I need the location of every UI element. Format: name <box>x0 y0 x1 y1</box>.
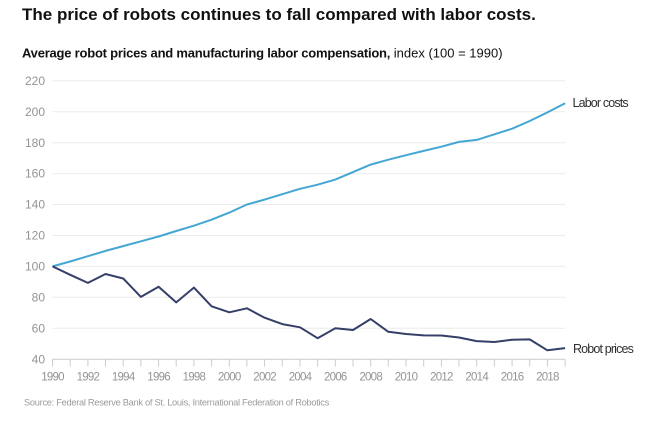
svg-text:Labor costs: Labor costs <box>573 96 629 110</box>
svg-text:2012: 2012 <box>430 372 453 384</box>
svg-text:2004: 2004 <box>289 372 313 384</box>
svg-text:2006: 2006 <box>324 372 347 384</box>
svg-text:The price of robots continues: The price of robots continues to fall co… <box>22 5 536 24</box>
svg-text:180: 180 <box>25 136 45 150</box>
svg-text:2000: 2000 <box>218 372 241 384</box>
svg-text:220: 220 <box>25 74 45 88</box>
svg-text:Robot prices: Robot prices <box>573 342 634 356</box>
svg-text:40: 40 <box>32 352 46 366</box>
svg-text:1994: 1994 <box>112 372 136 384</box>
svg-text:60: 60 <box>32 321 46 335</box>
svg-text:120: 120 <box>25 229 45 243</box>
svg-text:2014: 2014 <box>465 372 489 384</box>
svg-text:Average robot prices and manuf: Average robot prices and manufacturing l… <box>22 46 503 61</box>
svg-text:2018: 2018 <box>536 372 559 384</box>
svg-text:2016: 2016 <box>501 372 524 384</box>
svg-text:2010: 2010 <box>395 372 418 384</box>
svg-text:200: 200 <box>25 105 45 119</box>
svg-text:160: 160 <box>25 167 45 181</box>
svg-text:140: 140 <box>25 198 45 212</box>
svg-text:1992: 1992 <box>77 372 100 384</box>
svg-text:2008: 2008 <box>359 372 382 384</box>
svg-text:1990: 1990 <box>41 372 64 384</box>
svg-text:80: 80 <box>32 290 46 304</box>
svg-text:100: 100 <box>25 260 45 274</box>
svg-text:2002: 2002 <box>253 372 276 384</box>
svg-text:Source: Federal Reserve Bank o: Source: Federal Reserve Bank of St. Loui… <box>24 398 330 408</box>
svg-text:1998: 1998 <box>183 372 206 384</box>
svg-text:1996: 1996 <box>147 372 170 384</box>
